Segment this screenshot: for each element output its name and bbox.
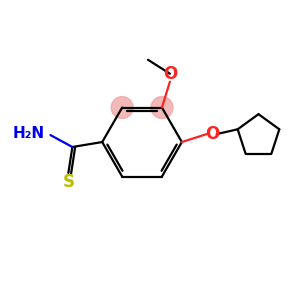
- Text: O: O: [206, 125, 220, 143]
- Text: S: S: [62, 173, 74, 191]
- Text: H₂N: H₂N: [12, 126, 44, 141]
- Circle shape: [111, 97, 133, 119]
- Circle shape: [151, 97, 173, 119]
- Text: O: O: [163, 65, 177, 83]
